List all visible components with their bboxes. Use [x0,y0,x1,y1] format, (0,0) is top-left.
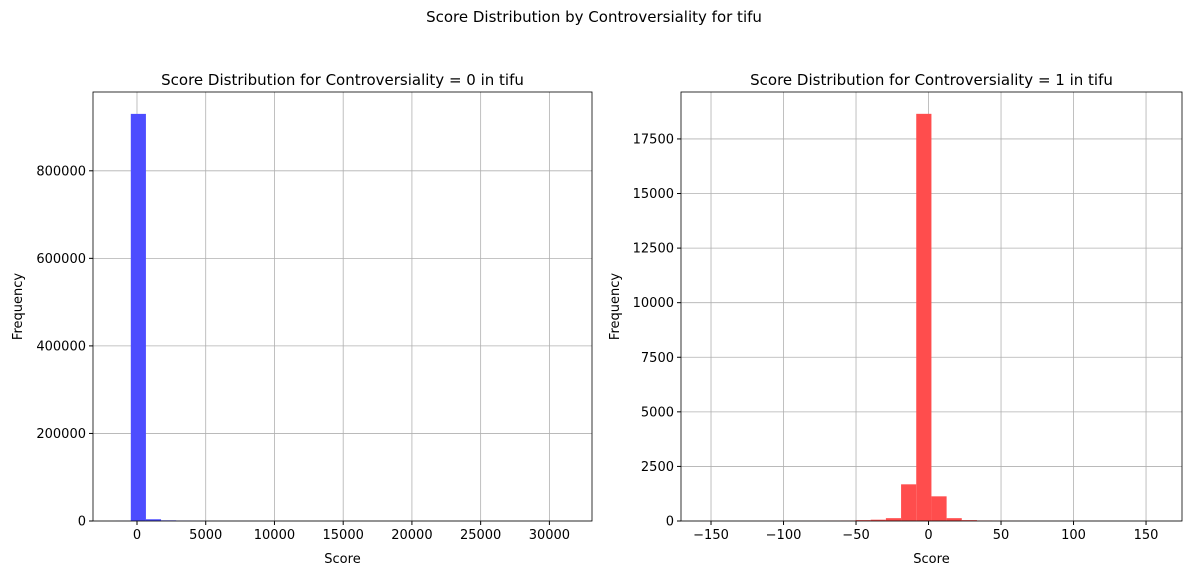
y-tick-label: 600000 [36,252,86,267]
x-tick-label: 50 [993,528,1010,543]
bar [961,520,977,521]
bar [145,519,162,521]
x-tick-label: 20000 [391,528,432,543]
bar [130,113,146,521]
y-tick-label: 200000 [36,427,86,442]
figure-title: Score Distribution by Controversiality f… [426,8,762,26]
bar [946,518,962,521]
y-tick-label: 400000 [36,339,86,354]
x-tick-label: 15000 [323,528,364,543]
x-tick-label: 100 [1061,528,1086,543]
y-tick-label: 10000 [633,296,674,311]
x-axis-label: Score [913,552,949,567]
y-axis-label: Frequency [608,273,623,340]
x-tick-label: 0 [924,528,932,543]
bar [916,113,932,521]
x-tick-label: 150 [1134,528,1159,543]
x-tick-label: −150 [693,528,729,543]
bar [885,518,902,521]
y-tick-label: 5000 [641,405,674,420]
chart-title: Score Distribution for Controversiality … [161,71,524,89]
y-tick-label: 17500 [633,132,674,147]
y-tick-label: 12500 [633,242,674,257]
y-axis-label: Frequency [11,273,26,340]
x-tick-label: 10000 [254,528,295,543]
axes-frame [92,91,593,522]
x-tick-label: 25000 [460,528,501,543]
bar [901,484,917,521]
axes-frame [680,91,1183,522]
x-tick-label: −100 [766,528,802,543]
y-tick-label: 0 [78,515,86,530]
y-tick-label: 0 [666,515,674,530]
bar [855,520,871,521]
chart-title: Score Distribution for Controversiality … [750,71,1113,89]
bar [870,519,886,521]
x-axis-label: Score [324,552,360,567]
x-tick-label: 30000 [529,528,570,543]
y-tick-label: 2500 [641,460,674,475]
x-tick-label: 5000 [189,528,222,543]
bar [931,496,947,521]
x-tick-label: −50 [842,528,869,543]
y-tick-label: 7500 [641,351,674,366]
y-tick-label: 800000 [36,164,86,179]
y-tick-label: 15000 [633,187,674,202]
x-tick-label: 0 [133,528,141,543]
